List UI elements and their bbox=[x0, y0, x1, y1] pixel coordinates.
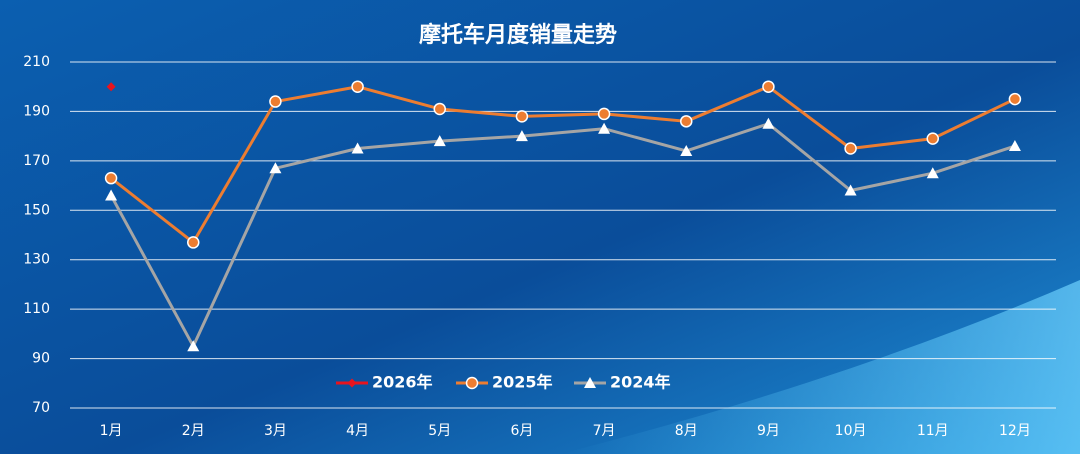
chart-title: 摩托车月度销量走势 bbox=[419, 22, 617, 48]
marker bbox=[926, 167, 939, 179]
background-glow bbox=[560, 280, 1080, 454]
x-tick-label: 7月 bbox=[593, 423, 616, 439]
x-tick-label: 10月 bbox=[835, 423, 867, 439]
marker bbox=[926, 132, 939, 145]
marker bbox=[269, 95, 282, 108]
marker bbox=[105, 189, 118, 201]
marker bbox=[762, 80, 775, 93]
legend-label: 2025年 bbox=[492, 373, 553, 392]
marker bbox=[1008, 92, 1022, 106]
x-tick-label: 4月 bbox=[346, 423, 369, 439]
x-tick-label: 11月 bbox=[917, 423, 949, 439]
y-tick-label: 70 bbox=[32, 400, 50, 416]
marker bbox=[515, 110, 529, 123]
marker bbox=[844, 142, 857, 155]
y-tick-label: 90 bbox=[32, 351, 50, 367]
marker bbox=[351, 142, 364, 154]
legend-marker bbox=[584, 377, 596, 388]
y-tick-label: 110 bbox=[23, 301, 50, 317]
marker bbox=[1008, 140, 1021, 152]
marker bbox=[433, 102, 446, 116]
series-line bbox=[110, 85, 1016, 244]
y-tick-label: 190 bbox=[23, 103, 50, 119]
x-tick-label: 1月 bbox=[100, 423, 123, 439]
marker bbox=[106, 82, 116, 92]
marker bbox=[187, 236, 200, 249]
marker bbox=[187, 340, 200, 352]
marker bbox=[680, 115, 693, 128]
marker bbox=[433, 135, 446, 147]
y-tick-label: 150 bbox=[23, 202, 50, 218]
marker bbox=[351, 80, 364, 93]
marker bbox=[597, 107, 611, 121]
legend-marker bbox=[347, 378, 357, 388]
x-tick-label: 12月 bbox=[999, 423, 1031, 439]
marker bbox=[104, 171, 118, 185]
marker bbox=[598, 122, 611, 134]
y-tick-label: 210 bbox=[23, 54, 50, 70]
x-tick-label: 9月 bbox=[757, 423, 780, 439]
x-tick-label: 5月 bbox=[428, 423, 451, 439]
x-tick-label: 2月 bbox=[182, 423, 205, 439]
marker bbox=[762, 117, 775, 129]
series-line bbox=[109, 122, 1016, 348]
marker bbox=[269, 162, 282, 174]
marker bbox=[844, 184, 857, 196]
marker bbox=[515, 130, 528, 142]
y-tick-label: 130 bbox=[23, 252, 50, 268]
legend-label: 2024年 bbox=[610, 373, 671, 392]
legend-marker bbox=[465, 376, 479, 390]
legend-label: 2026年 bbox=[372, 373, 433, 392]
x-tick-label: 6月 bbox=[510, 423, 533, 439]
marker bbox=[680, 144, 693, 156]
x-tick-label: 3月 bbox=[264, 423, 287, 439]
y-tick-label: 170 bbox=[23, 153, 50, 169]
legend: 2026年 2025年 2024年 bbox=[336, 373, 671, 392]
x-tick-label: 8月 bbox=[675, 423, 698, 439]
